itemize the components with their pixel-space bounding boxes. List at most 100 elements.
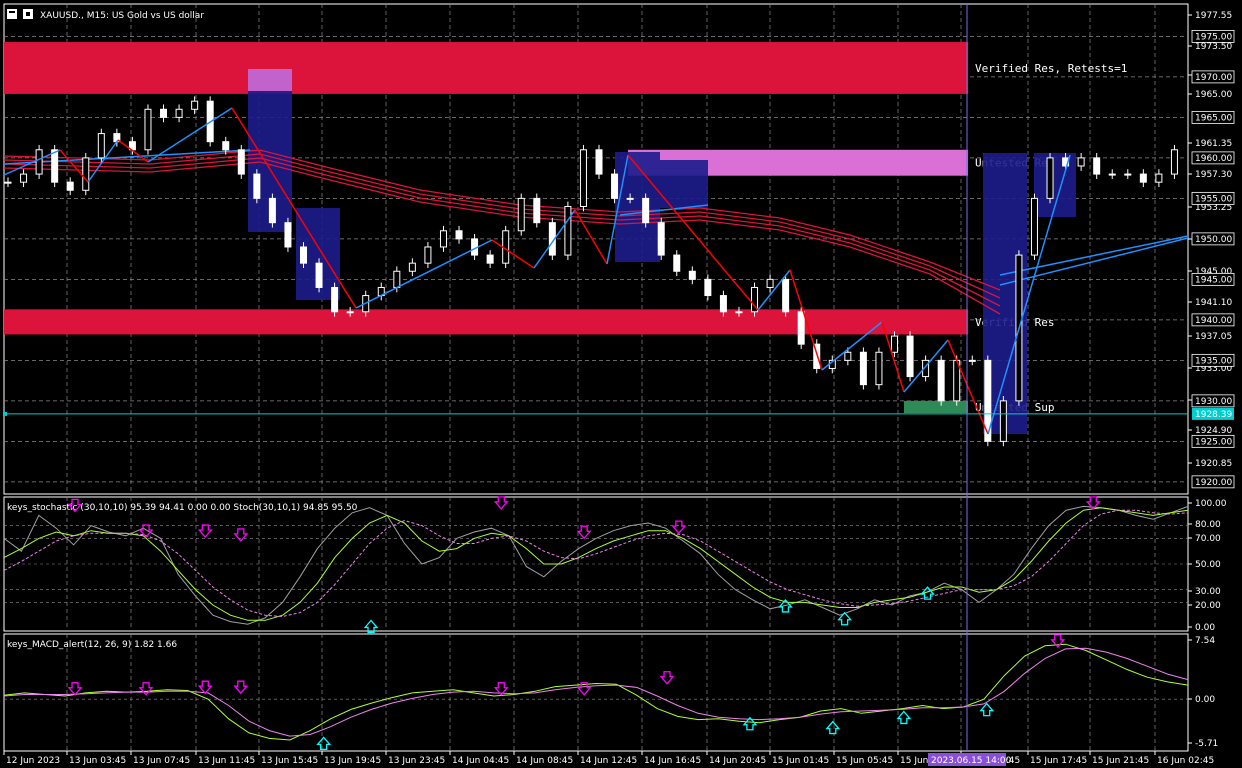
candle-body — [393, 270, 401, 288]
stoch-series-line — [3, 507, 1189, 621]
moving-average-cyan — [999, 237, 1189, 286]
swing-box-highlight — [248, 69, 292, 91]
time-label: 12 Jun 2023 — [6, 756, 60, 766]
price-level-box — [1191, 353, 1235, 367]
time-label: 14 Jun 12:45 — [580, 756, 637, 766]
zigzag-segment — [491, 239, 535, 269]
stoch-sell-arrow-icon — [197, 524, 213, 538]
zigzag-segment — [533, 209, 576, 269]
candle-body — [859, 351, 867, 386]
candle-body — [1077, 157, 1085, 167]
zigzag-segment — [231, 107, 357, 309]
time-label: 14 Jun 04:45 — [452, 756, 509, 766]
candle-body — [82, 157, 90, 191]
time-label: 13 Jun 15:45 — [261, 756, 318, 766]
candle-body — [813, 343, 821, 369]
macd-series-line — [3, 647, 1189, 737]
macd-buy-arrow-icon — [316, 736, 332, 751]
time-label: 13 Jun 19:45 — [324, 756, 381, 766]
zigzag-segment — [574, 209, 608, 265]
zigzag-segment — [87, 139, 119, 183]
candle-body — [1170, 149, 1178, 175]
menu-icon[interactable] — [7, 9, 17, 19]
candle-body — [642, 197, 650, 224]
zigzag-segment — [627, 154, 759, 311]
time-label: 13 Jun 23:45 — [388, 756, 445, 766]
candle-body — [937, 359, 945, 402]
candle-body — [782, 278, 790, 313]
stoch-sell-arrow-icon — [576, 525, 592, 540]
macd-tick-label: -5.71 — [1195, 739, 1218, 749]
candle-body — [346, 311, 354, 314]
candle-body — [797, 311, 805, 345]
macd-sell-arrow-icon — [659, 671, 675, 685]
macd-buy-arrow-icon — [742, 716, 758, 731]
zigzag-segment — [881, 321, 905, 393]
moving-average-cyan — [619, 204, 709, 216]
candle-body — [875, 351, 883, 386]
price-level-box — [1191, 313, 1235, 327]
time-label: 15 Jun 21:45 — [1092, 756, 1149, 766]
zone-label: Verified Res, Retests=1 — [975, 62, 1127, 75]
candle-body — [984, 359, 992, 442]
price-level-label: 1935.00 — [1195, 356, 1232, 366]
price-tick-label: 1924.90 — [1195, 426, 1232, 436]
macd-title: keys_MACD_alert(12, 26, 9) 1.82 1.66 — [7, 640, 177, 650]
time-label: 16 Jun 02:45 — [1157, 756, 1214, 766]
macd-sell-arrow-icon — [197, 680, 213, 695]
price-level-box — [1192, 407, 1234, 420]
candle-body — [844, 351, 852, 361]
chart-type-icon-inner — [26, 12, 30, 16]
candle-body — [657, 222, 665, 256]
candle-body — [20, 173, 28, 183]
time-label: 13 Jun 07:45 — [133, 756, 190, 766]
zigzag-segment — [147, 107, 233, 163]
candle-body — [1124, 173, 1132, 176]
menu-icon-bar — [9, 11, 15, 13]
moving-average-cyan — [3, 149, 251, 165]
candle-body — [533, 197, 541, 224]
swing-box — [615, 152, 660, 262]
stoch-sell-arrow-icon — [67, 498, 83, 513]
zigzag-segment — [947, 339, 989, 435]
price-level-label: 1925.00 — [1195, 437, 1232, 447]
price-tick-label: 1933.00 — [1195, 364, 1232, 374]
stoch-buy-arrow-icon — [920, 586, 935, 600]
stoch-tick-label: 50.00 — [1195, 560, 1221, 570]
stoch-buy-arrow-icon — [363, 619, 379, 634]
moving-average-cyan — [999, 235, 1189, 276]
sr-zone — [4, 309, 968, 335]
candle-body — [315, 262, 323, 288]
main-price-panel[interactable]: Verified Res, Retests=1Untested ResVerif… — [3, 3, 1189, 495]
price-tick-label: 1973.50 — [1195, 42, 1232, 52]
price-level-box — [1191, 191, 1235, 205]
time-label: 15 Jun 01:45 — [772, 756, 829, 766]
zigzag-segment — [3, 149, 61, 176]
candle-body — [237, 149, 245, 175]
price-level-box — [1191, 394, 1235, 408]
macd-buy-arrow-icon — [896, 710, 912, 725]
price-level-label: 1920.00 — [1195, 478, 1232, 488]
candle-body — [626, 197, 634, 200]
stoch-tick-label: 80.00 — [1195, 520, 1221, 530]
zigzag-segment — [821, 321, 883, 371]
price-level-box — [1191, 151, 1235, 165]
candle-body — [1139, 173, 1147, 183]
stoch-tick-label: 70.00 — [1195, 534, 1221, 544]
stoch-buy-arrow-icon — [837, 611, 853, 626]
candle-body — [766, 278, 774, 288]
candle-body — [999, 400, 1007, 442]
zigzag-segment — [117, 139, 149, 163]
macd-panel[interactable]: keys_MACD_alert(12, 26, 9) 1.82 1.66 — [3, 633, 1189, 752]
candle-body — [300, 246, 307, 264]
candle-body — [97, 133, 105, 159]
time-label: 14 Jun 20:45 — [709, 756, 766, 766]
candle-body — [4, 181, 12, 184]
current-price-marker[interactable] — [3, 411, 7, 416]
time-label: 14 Jun 08:45 — [516, 756, 573, 766]
candle-body — [611, 173, 619, 199]
price-level-label: 1965.00 — [1195, 113, 1232, 123]
macd-buy-arrow-icon — [979, 702, 995, 717]
